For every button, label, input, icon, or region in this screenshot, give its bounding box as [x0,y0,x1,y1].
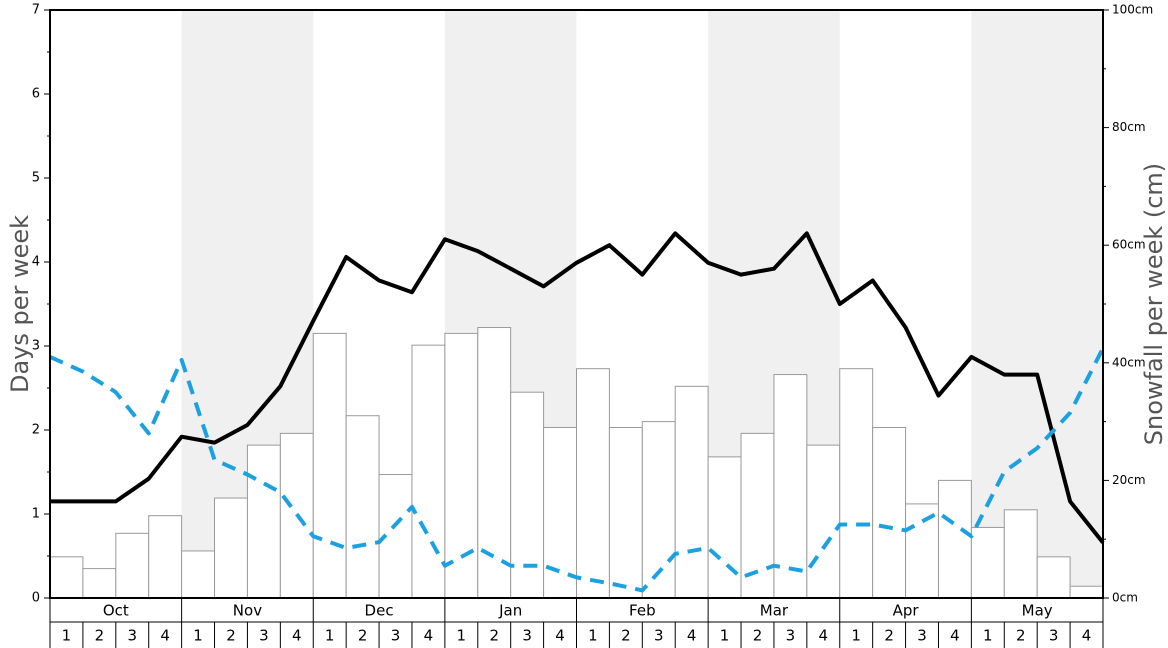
snowfall-bar [82,568,117,599]
week-label: 2 [489,627,499,645]
month-label: Mar [760,602,789,620]
right-tick-label: 20cm [1112,473,1146,487]
week-label: 2 [621,627,631,645]
snowfall-bar [181,550,216,599]
week-label: 3 [259,627,269,645]
snowfall-bar [707,456,742,599]
week-label: 4 [160,627,170,645]
left-tick-label: 6 [32,87,40,102]
snowfall-bar [773,374,808,599]
month-band [971,10,1103,598]
month-label: Feb [629,602,656,620]
week-label: 1 [62,627,72,645]
snowfall-bar [214,497,248,599]
week-label: 2 [753,627,763,645]
left-tick-label: 7 [32,3,40,18]
month-label: Dec [365,602,394,620]
week-label: 2 [1016,627,1026,645]
snowfall-bar [806,444,841,599]
week-label: 3 [522,627,532,645]
month-label: Jan [498,602,522,620]
snowfall-bar [444,332,479,599]
left-tick-label: 0 [32,591,40,606]
week-label: 2 [226,627,236,645]
x-axis: Oct 1 2 3 4 Nov 1 2 3 4 Dec 1 2 3 4 Jan 1 2 3 4 Feb 1 2 3 4 Mar 1 2… [49,598,1104,648]
week-label: 1 [983,627,993,645]
right-tick-label: 80cm [1112,120,1146,134]
week-label: 4 [819,627,829,645]
snowfall-bar [839,368,874,599]
left-tick-label: 5 [32,171,40,186]
snowfall-bar [872,426,907,599]
right-tick-label: 40cm [1112,355,1146,369]
left-tick-label: 2 [32,423,40,438]
shaded-month-bands [181,10,1103,598]
week-label: 1 [588,627,598,645]
week-label: 1 [720,627,730,645]
month-label: Nov [233,602,262,620]
snowfall-bar [543,426,577,599]
week-label: 4 [687,627,697,645]
snowfall-bar [674,385,709,599]
snowfall-bar [477,327,512,599]
week-label: 4 [424,627,434,645]
snowfall-bar [970,526,1005,599]
left-tick-label: 3 [32,339,40,354]
week-label: 4 [292,627,302,645]
week-label: 4 [1082,627,1092,645]
week-label: 1 [457,627,467,645]
chart-lines [49,231,1105,593]
left-axis-label: Days per week [6,215,34,393]
right-tick-label: 100cm [1112,3,1153,17]
week-label: 3 [391,627,401,645]
week-label: 1 [851,627,861,645]
week-label: 4 [555,627,565,645]
right-tick-label: 0cm [1112,591,1138,605]
snowfall-bar [1003,509,1038,599]
left-axis: 0 1 2 3 4 5 6 7 [32,3,50,606]
month-label: Apr [893,602,920,620]
month-label: May [1022,602,1053,620]
snowfall-bar [115,532,150,599]
snowfall-line [49,347,1105,593]
left-tick-label: 1 [32,507,40,522]
week-label: 3 [654,627,664,645]
snowfall-bar [411,344,446,599]
snowfall-bar [1069,585,1104,599]
week-label: 2 [884,627,894,645]
snowfall-bar [246,444,281,599]
week-label: 3 [917,627,927,645]
right-axis-label: Snowfall per week (cm) [1140,163,1168,445]
snowfall-bar [148,515,183,599]
snowfall-bar [345,415,380,599]
snowfall-bar [1036,556,1071,599]
days-line [50,231,1105,544]
month-label: Oct [103,602,129,620]
week-label: 3 [1049,627,1059,645]
week-label: 4 [950,627,960,645]
left-tick-label: 4 [32,255,40,270]
week-label: 1 [325,627,335,645]
week-label: 2 [95,627,105,645]
right-axis: 0cm 20cm 40cm 60cm 80cm 100cm [1103,3,1153,605]
week-label: 3 [786,627,796,645]
snowfall-bar [49,556,84,599]
right-tick-label: 60cm [1112,238,1146,252]
week-label: 2 [358,627,368,645]
snowfall-bar [312,332,347,599]
snowfall-bar [608,426,643,599]
snowfall-bar [937,479,972,599]
week-label: 1 [193,627,203,645]
snowfall-bar [905,503,939,599]
snowfall-bar [576,368,610,599]
week-label: 3 [127,627,137,645]
